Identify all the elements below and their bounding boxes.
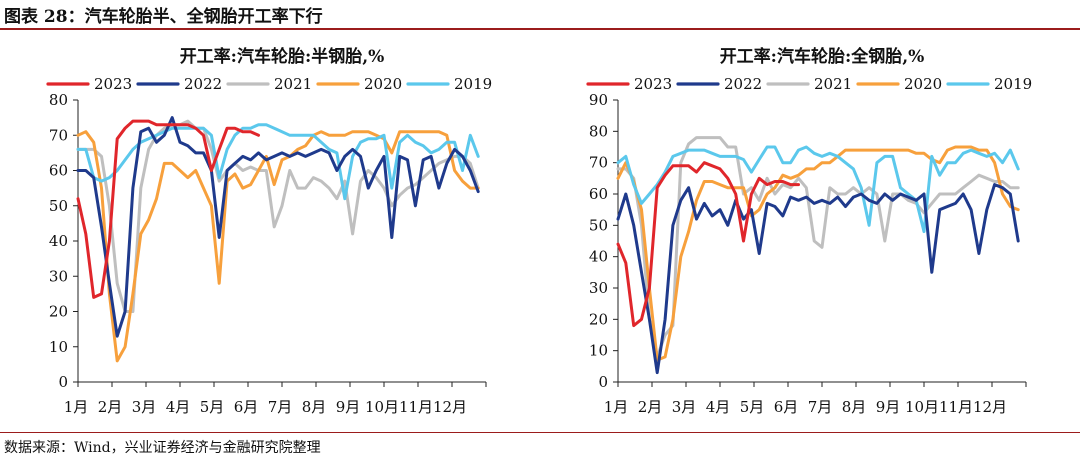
x-tick-label: 9月	[336, 398, 361, 416]
x-tick-label: 6月	[234, 398, 259, 416]
y-tick-label: 40	[49, 232, 68, 250]
chart-svg: 开工率:汽车轮胎:全钢胎,% 2023 2022 2021 2020 2019 0 10 20 3…	[586, 46, 1032, 416]
y-tick-label: 0	[58, 373, 68, 391]
y-tick-label: 30	[589, 279, 608, 297]
x-tick-label: 1月	[64, 398, 89, 416]
legend-label-2021: 2021	[274, 75, 312, 93]
legend-label-2023: 2023	[634, 75, 672, 93]
x-tick-label: 5月	[740, 398, 765, 416]
series-line-2020	[76, 130, 480, 363]
x-tick-label: 5月	[200, 398, 225, 416]
y-tick-label: 10	[49, 338, 68, 356]
x-tick-label: 7月	[808, 398, 833, 416]
legend-label-2019: 2019	[994, 75, 1032, 93]
series-line-2023	[76, 119, 260, 299]
x-tick-label: 8月	[302, 398, 327, 416]
series-line-2019	[76, 123, 480, 201]
y-tick-label: 80	[589, 122, 608, 140]
x-tick-label: 1月	[604, 398, 629, 416]
y-tick-label: 20	[49, 303, 68, 321]
x-tick-label: 10月	[905, 398, 939, 416]
x-tick-label: 2月	[638, 398, 663, 416]
y-tick-label: 20	[589, 310, 608, 328]
legend-label-2020: 2020	[904, 75, 942, 93]
series-line-2022	[76, 116, 480, 338]
chart-title: 开工率:汽车轮胎:半钢胎,%	[180, 46, 385, 67]
y-tick-label: 80	[49, 91, 68, 109]
legend-label-2022: 2022	[184, 75, 222, 93]
x-tick-label: 2月	[98, 398, 123, 416]
bottom-rule	[0, 432, 1080, 433]
y-tick-label: 0	[598, 373, 608, 391]
x-tick-label: 12月	[433, 398, 467, 416]
legend-label-2020: 2020	[364, 75, 402, 93]
chart-svg: 开工率:汽车轮胎:半钢胎,% 2023 2022 2021 2020 2019 0 10 20 3…	[46, 46, 492, 416]
top-rule	[0, 28, 1080, 30]
legend-label-2021: 2021	[814, 75, 852, 93]
y-tick-label: 10	[589, 342, 608, 360]
series-line-2019	[616, 145, 1020, 234]
figure-title: 图表 28：汽车轮胎半、全钢胎开工率下行	[4, 7, 323, 27]
series-line-2022	[616, 183, 1020, 375]
y-tick-label: 70	[49, 126, 68, 144]
x-tick-label: 11月	[939, 398, 973, 416]
y-tick-label: 70	[589, 154, 608, 172]
y-tick-label: 50	[589, 216, 608, 234]
series-line-2021	[616, 136, 1020, 359]
y-tick-label: 50	[49, 197, 68, 215]
x-tick-label: 4月	[706, 398, 731, 416]
x-tick-label: 8月	[842, 398, 867, 416]
y-tick-label: 60	[49, 162, 68, 180]
legend-label-2022: 2022	[724, 75, 762, 93]
series-line-2023	[616, 161, 800, 328]
legend-label-2023: 2023	[94, 75, 132, 93]
y-tick-label: 30	[49, 267, 68, 285]
x-tick-label: 6月	[774, 398, 799, 416]
x-tick-label: 3月	[132, 398, 157, 416]
series-line-2020	[616, 145, 1020, 362]
legend-label-2019: 2019	[454, 75, 492, 93]
x-tick-label: 4月	[166, 398, 191, 416]
y-tick-label: 40	[589, 248, 608, 266]
x-tick-label: 10月	[365, 398, 399, 416]
chart-title: 开工率:汽车轮胎:全钢胎,%	[720, 46, 925, 67]
chart-all-steel: 开工率:汽车轮胎:全钢胎,% 2023 2022 2021 2020 2019 0 10 20 3…	[540, 34, 1080, 426]
x-tick-label: 12月	[973, 398, 1007, 416]
y-tick-label: 60	[589, 185, 608, 203]
source-note: 数据来源：Wind，兴业证券经济与金融研究院整理	[4, 440, 321, 456]
y-tick-label: 90	[589, 91, 608, 109]
x-tick-label: 9月	[876, 398, 901, 416]
x-tick-label: 3月	[672, 398, 697, 416]
x-tick-label: 11月	[399, 398, 433, 416]
chart-semi-steel: 开工率:汽车轮胎:半钢胎,% 2023 2022 2021 2020 2019 0 10 20 3…	[0, 34, 540, 426]
x-tick-label: 7月	[268, 398, 293, 416]
